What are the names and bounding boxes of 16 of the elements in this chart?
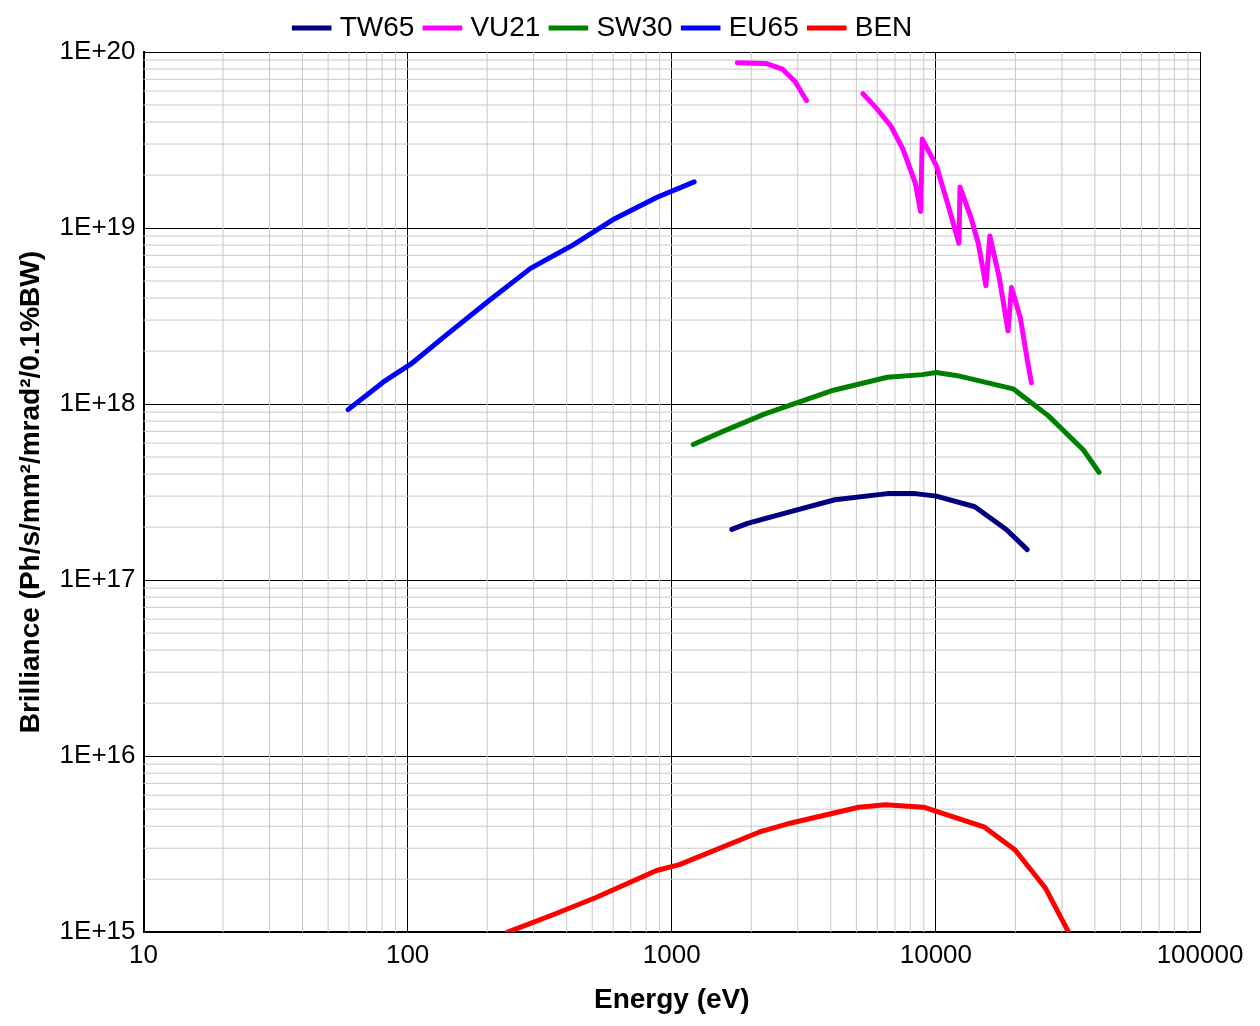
x-axis-title: Energy (eV) [593, 982, 750, 1014]
legend-label: EU65 [728, 10, 799, 42]
y-tick-label: 1E+16 [59, 739, 136, 770]
y-tick-label: 1E+19 [59, 211, 136, 242]
x-tick-label: 100 [385, 938, 430, 969]
legend-label: BEN [854, 10, 913, 42]
x-tick-label: 1000 [642, 938, 701, 969]
y-axis-title: Brilliance (Ph/s/mm²/mrad²/0.1%BW) [13, 250, 45, 734]
y-tick-label: 1E+17 [59, 563, 136, 594]
legend-label: VU21 [470, 10, 541, 42]
legend-label: TW65 [339, 10, 415, 42]
y-tick-label: 1E+20 [59, 35, 136, 66]
x-tick-label: 100000 [1156, 938, 1244, 969]
y-tick-label: 1E+18 [59, 387, 136, 418]
x-tick-label: 10000 [899, 938, 973, 969]
legend-label: SW30 [596, 10, 673, 42]
